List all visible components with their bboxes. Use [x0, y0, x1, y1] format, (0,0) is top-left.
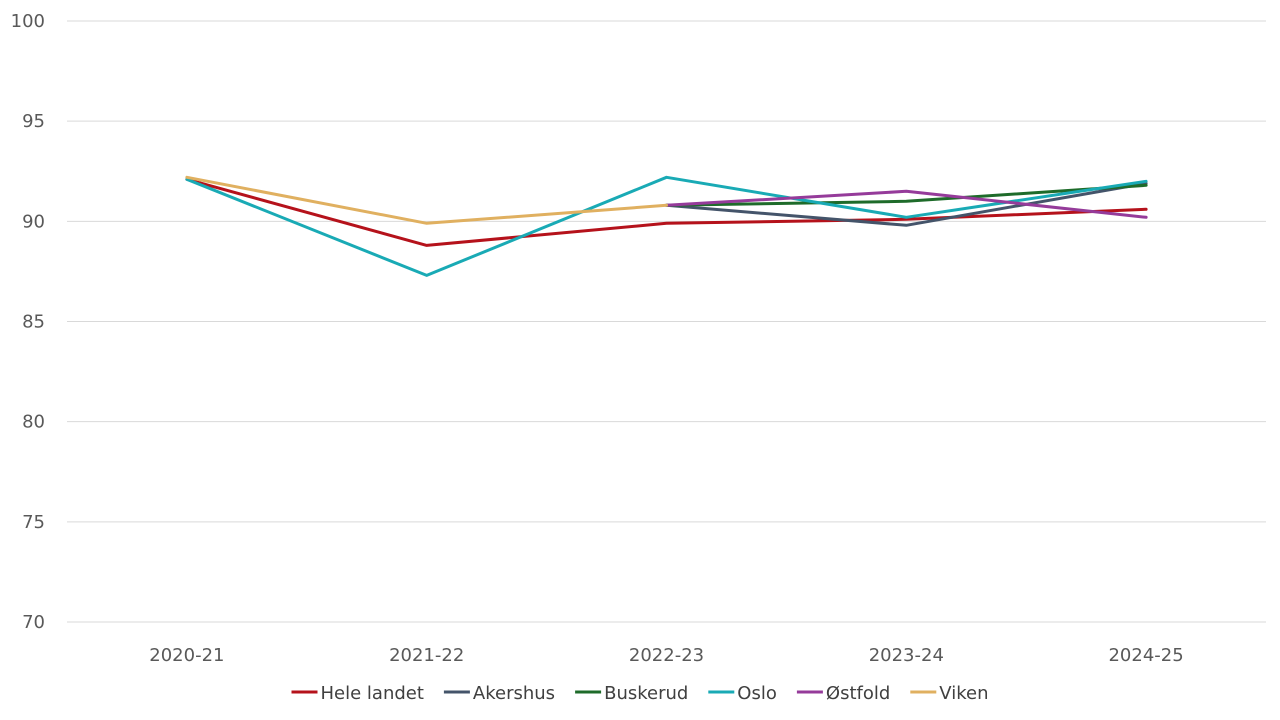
series-line-hele-landet: [185, 177, 1148, 247]
series-lines: [185, 175, 1148, 277]
y-tick-label: 80: [22, 412, 45, 433]
series-line-buskerud: [665, 183, 1148, 207]
y-tick-label: 95: [22, 111, 45, 132]
series-line-viken: [185, 175, 668, 225]
legend: Hele landet Akershus Buskerud Oslo Østfold Vi…: [291, 683, 988, 704]
y-tick-label: 70: [22, 612, 45, 633]
legend-item-buskerud: Buskerud: [575, 683, 688, 704]
y-axis-tick-labels: 70 75 80 85 90 95 100: [11, 11, 45, 633]
x-tick-label: 2023-24: [869, 645, 944, 666]
x-tick-label: 2020-21: [149, 645, 224, 666]
series-line-akershus: [665, 181, 1148, 227]
y-tick-label: 75: [22, 512, 45, 533]
y-tick-label: 90: [22, 211, 45, 232]
legend-label: Hele landet: [321, 683, 424, 704]
series-line-østfold: [665, 189, 1148, 219]
legend-item-hele-landet: Hele landet: [291, 683, 424, 704]
gridlines: [67, 20, 1266, 623]
y-tick-label: 85: [22, 312, 45, 333]
legend-label: Akershus: [473, 683, 555, 704]
legend-label: Viken: [939, 683, 988, 704]
legend-item-østfold: Østfold: [796, 683, 890, 704]
legend-item-akershus: Akershus: [443, 683, 555, 704]
series-line-oslo: [185, 175, 1148, 277]
legend-item-oslo: Oslo: [708, 683, 777, 704]
x-tick-label: 2021-22: [389, 645, 464, 666]
legend-label: Oslo: [737, 683, 777, 704]
legend-label: Østfold: [826, 683, 890, 704]
legend-label: Buskerud: [604, 683, 688, 704]
legend-item-viken: Viken: [910, 683, 988, 704]
y-tick-label: 100: [11, 11, 45, 32]
x-axis-tick-labels: 2020-21 2021-22 2022-23 2023-24 2024-25: [149, 645, 1183, 666]
x-tick-label: 2024-25: [1108, 645, 1183, 666]
x-tick-label: 2022-23: [629, 645, 704, 666]
